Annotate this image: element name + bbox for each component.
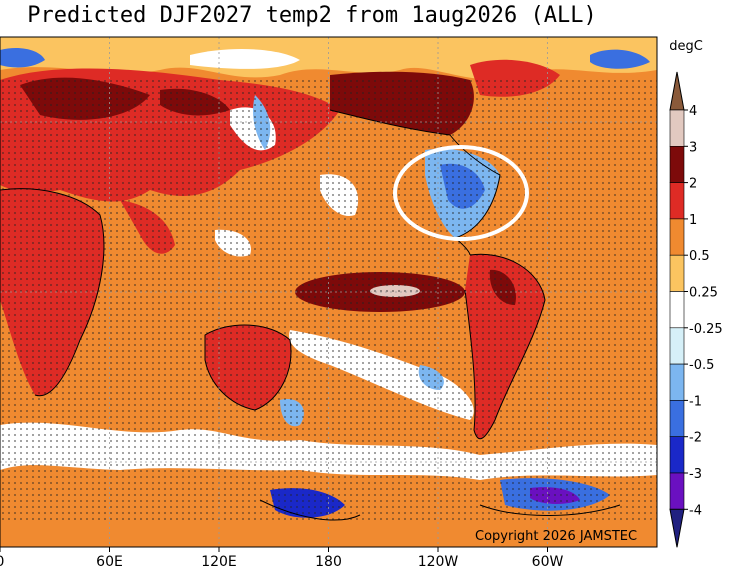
- lon-axis: 0 60E 120E 180 120W 60W: [0, 547, 563, 570]
- lon-label: 60W: [532, 554, 564, 570]
- colorbar-segment: [669, 291, 685, 329]
- lon-label: 0: [0, 554, 4, 570]
- colorbar-segment: [669, 218, 685, 256]
- copyright: Copyright 2026 JAMSTEC: [475, 529, 637, 544]
- lon-label: 120E: [201, 554, 237, 570]
- colorbar-label: 0.5: [689, 249, 710, 264]
- colorbar-label: 1: [689, 213, 697, 228]
- colorbar-label: 3: [689, 140, 697, 155]
- colorbar-extend-top: [669, 71, 685, 111]
- colorbar-extend-bottom: [669, 508, 685, 548]
- colorbar-label: -0.25: [689, 322, 723, 337]
- colorbar-label: 4: [689, 104, 697, 119]
- colorbar-label: -2: [689, 431, 702, 446]
- colorbar-segment: [669, 109, 685, 147]
- colorbar-segment: [669, 400, 685, 437]
- colorbar: 4 3 2 1 0.5 0.25 -0.25 -0.5 -1 -2 -3 -4: [669, 71, 723, 548]
- colorbar-segment: [669, 472, 685, 510]
- lon-label: 180: [315, 554, 342, 570]
- colorbar-label: -1: [689, 394, 702, 409]
- colorbar-segment: [669, 436, 685, 474]
- map: [0, 37, 657, 547]
- title: Predicted DJF2027 temp2 from 1aug2026 (A…: [27, 3, 597, 28]
- lon-label: 60E: [96, 554, 123, 570]
- colorbar-label: -4: [689, 503, 702, 518]
- colorbar-segment: [669, 327, 685, 365]
- colorbar-label: -0.5: [689, 358, 714, 373]
- colorbar-unit: degC: [669, 39, 703, 54]
- colorbar-label: 2: [689, 177, 697, 192]
- colorbar-segment: [669, 182, 685, 220]
- colorbar-label: -3: [689, 467, 702, 482]
- colorbar-segment: [669, 254, 685, 292]
- lon-label: 120W: [418, 554, 459, 570]
- colorbar-segment: [669, 146, 685, 183]
- colorbar-label: 0.25: [689, 286, 718, 301]
- colorbar-segment: [669, 363, 685, 401]
